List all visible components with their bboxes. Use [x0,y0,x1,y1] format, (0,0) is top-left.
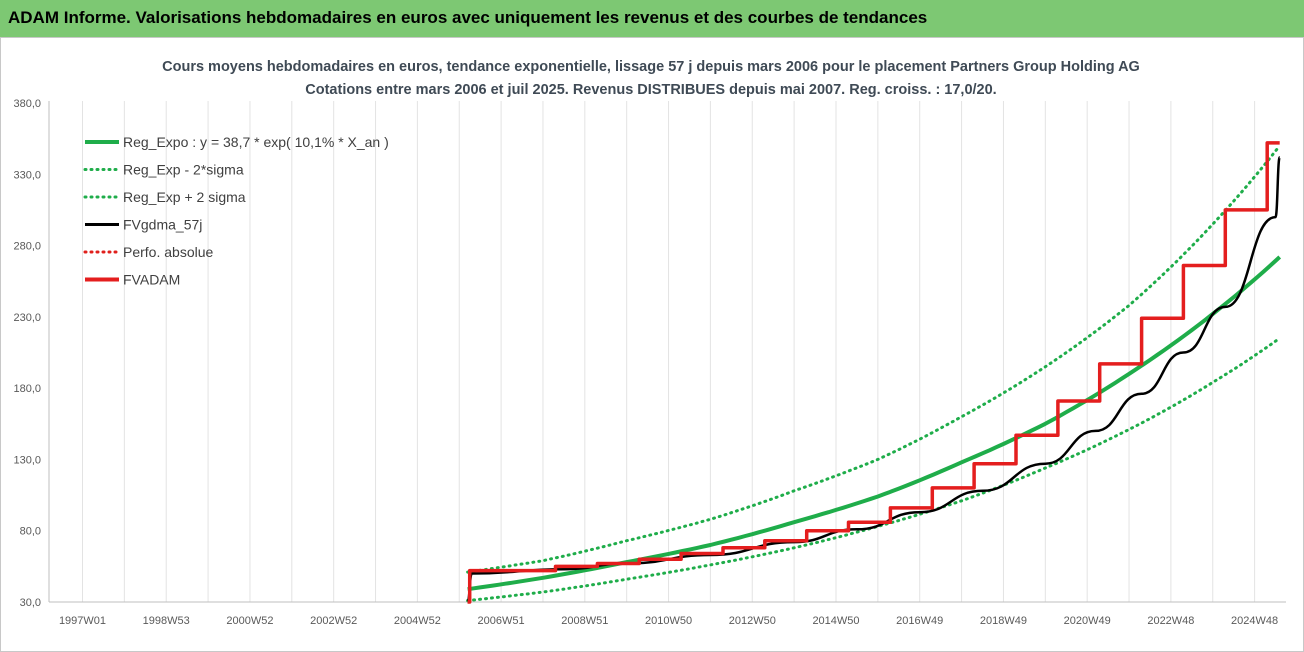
y-tick-label: 280,0 [13,241,41,253]
x-axis: 1997W01 1998W53 2000W52 2002W52 2004W52 2006W… [59,615,1278,627]
legend-label-reg-exp-2-sigma: Reg_Exp + 2 sigma [123,189,246,205]
legend-label-reg-exp-2-sigma: Reg_Exp - 2*sigma [123,162,244,178]
x-tick-label: 2000W52 [226,615,273,627]
plot-area [466,141,1282,604]
x-tick-label: 2014W50 [812,615,859,627]
x-tick-label: 1998W53 [143,615,190,627]
x-tick-label: 2012W50 [729,615,776,627]
series-line-fvadam [467,141,1280,604]
report-title: ADAM Informe. Valorisations hebdomadaire… [8,8,928,27]
y-tick-label: 180,0 [13,383,41,395]
y-tick-label: 30,0 [20,597,41,609]
legend-label-fvadam: FVADAM [123,272,180,288]
legend-label-perfo-absolue: Perfo. absolue [123,244,213,260]
legend-label-reg-expo-y-38-7-exp-10-1-x-an: Reg_Expo : y = 38,7 * exp( 10,1% * X_an … [123,134,389,150]
chart-title-line: Cotations entre mars 2006 et juil 2025. … [305,82,996,98]
chart-grid [48,101,1286,603]
x-tick-label: 2002W52 [310,615,357,627]
y-tick-label: 330,0 [13,169,41,181]
x-tick-label: 2018W49 [980,615,1027,627]
x-tick-label: 2016W49 [896,615,943,627]
x-tick-label: 2006W51 [478,615,525,627]
x-tick-label: 2004W52 [394,615,441,627]
series-line-fvgdma-57j [466,155,1281,604]
y-tick-label: 130,0 [13,454,41,466]
y-tick-label: 380,0 [13,98,41,110]
chart-legend: Reg_Expo : y = 38,7 * exp( 10,1% * X_an … [83,134,389,288]
series-line-reg-exp-2-sigma [466,144,1282,574]
legend-label-fvgdma-57j: FVgdma_57j [123,217,202,233]
series-line-reg-expo-y-38-7-exp-10-1-x-an [467,255,1282,592]
x-tick-label: 1997W01 [59,615,106,627]
x-tick-label: 2022W48 [1147,615,1194,627]
y-tick-label: 80,0 [20,526,41,538]
line-chart: Cours moyens hebdomadaires en euros, ten… [13,59,1286,627]
series-line-reg-exp-2-sigma [466,336,1282,603]
x-tick-label: 2008W51 [561,615,608,627]
report-banner: ADAM Informe. Valorisations hebdomadaire… [0,0,1304,38]
chart-frame: Cours moyens hebdomadaires en euros, ten… [0,37,1304,652]
y-tick-label: 230,0 [13,312,41,324]
chart-title-line: Cours moyens hebdomadaires en euros, ten… [162,59,1140,75]
chart-titles: Cours moyens hebdomadaires en euros, ten… [162,59,1140,98]
x-tick-label: 2020W49 [1064,615,1111,627]
y-axis: 30,0 80,0 130,0 180,0 230,0 280,0 330,0 380,0 [13,98,41,609]
x-tick-label: 2024W48 [1231,615,1278,627]
x-tick-label: 2010W50 [645,615,692,627]
